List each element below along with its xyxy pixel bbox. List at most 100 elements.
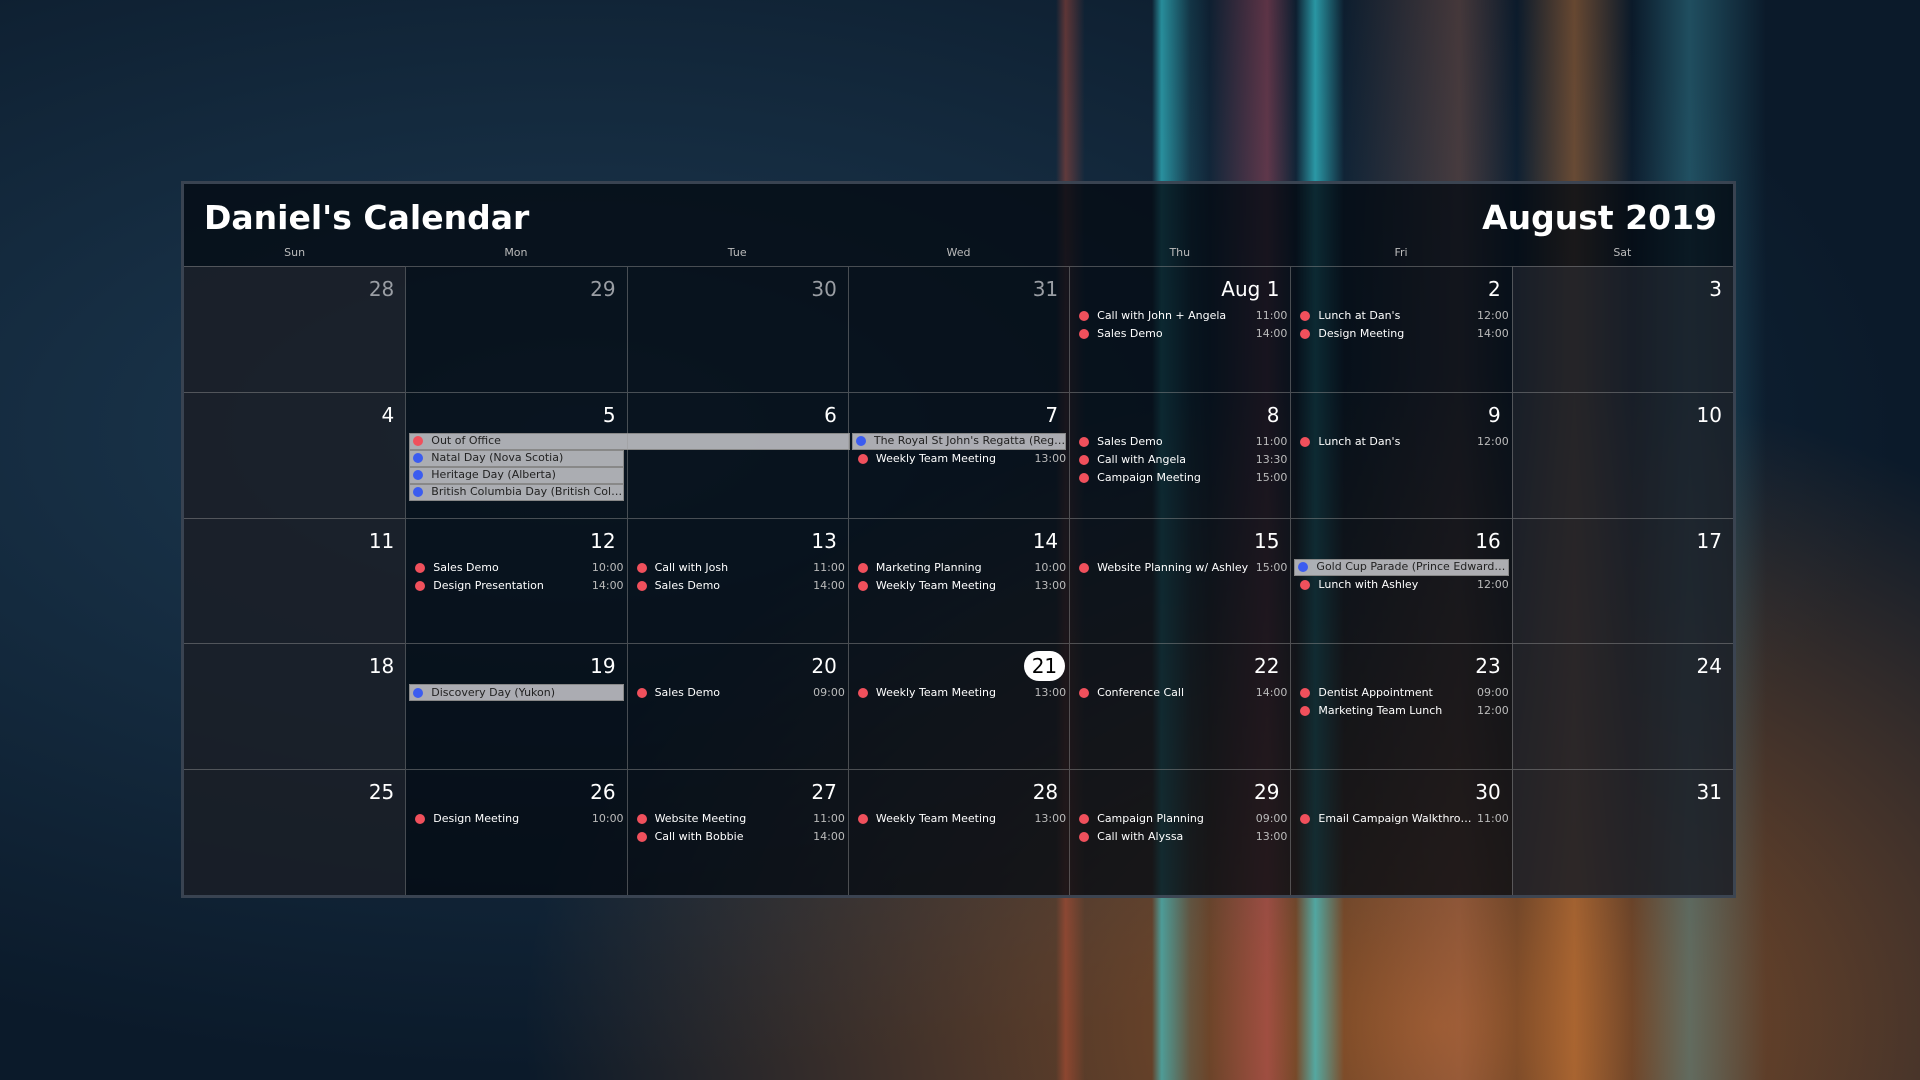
event[interactable]: Weekly Team Meeting 13:00 (852, 810, 1066, 828)
day-cell[interactable]: 17 (1511, 517, 1733, 644)
day-cell[interactable]: 3 (1511, 266, 1733, 392)
day-cell[interactable]: 28 (184, 266, 406, 392)
event-time: 14:00 (1477, 327, 1509, 340)
event-title: Design Meeting (433, 812, 520, 826)
event-dot (413, 453, 424, 464)
event[interactable]: Gold Cup Parade (Prince Edward Island) (1294, 558, 1509, 576)
event[interactable]: Call with Angela 13:30 (1073, 451, 1287, 469)
event[interactable]: Natal Day (Nova Scotia) (409, 449, 624, 467)
event[interactable]: Email Campaign Walkthrough 11:00 (1294, 810, 1509, 828)
event-dot (413, 436, 424, 447)
event[interactable]: Heritage Day (Alberta) (409, 466, 624, 484)
event-title: Heritage Day (Alberta) (431, 468, 556, 482)
day-cell[interactable]: 13 Call with Josh 11:00 Sales Demo 14:00 (626, 517, 848, 644)
event[interactable]: Weekly Team Meeting 13:00 (852, 684, 1066, 702)
event[interactable]: Weekly Team Meeting 13:00 (852, 577, 1066, 595)
event[interactable]: Call with Alyssa 13:00 (1073, 828, 1287, 846)
day-cell[interactable]: 26 Design Meeting 10:00 (405, 769, 627, 895)
day-cell[interactable]: 12 Sales Demo 10:00 Design Presentation 14:0… (405, 517, 627, 644)
event-dot (636, 580, 647, 591)
day-number: 18 (368, 654, 395, 679)
day-cell[interactable]: 22 Conference Call 14:00 (1069, 643, 1291, 770)
day-number: 4 (381, 402, 395, 427)
calendar-title: Daniel's Calendar (204, 198, 530, 237)
day-number: 30 (1475, 780, 1501, 805)
event[interactable]: Sales Demo 14:00 (631, 577, 845, 595)
day-cell[interactable]: 5 Out of Office Natal Day (Nova Scotia) Her… (405, 391, 850, 518)
day-number: 24 (1696, 654, 1722, 679)
event-dot (1079, 472, 1090, 483)
weekday-label: Mon (504, 246, 528, 259)
day-cell[interactable]: 23 Dentist Appointment 09:00 Marketing Team… (1290, 643, 1512, 770)
event-time: 13:00 (1034, 686, 1067, 700)
event[interactable]: Website Meeting 11:00 (631, 810, 845, 828)
day-cell[interactable]: 11 (184, 517, 406, 644)
event[interactable]: Campaign Meeting 15:00 (1073, 469, 1287, 487)
event[interactable]: Call with Bobbie 14:00 (631, 828, 845, 846)
event-time: 11:00 (813, 812, 845, 826)
event[interactable]: Marketing Team Lunch 12:00 (1294, 702, 1509, 720)
event[interactable]: Call with Josh 11:00 (631, 559, 845, 577)
weekday-label: Tue (727, 246, 747, 259)
day-cell[interactable]: 14 Marketing Planning 10:00 Weekly Team Mee… (847, 517, 1070, 644)
event-title: Call with Josh (654, 560, 729, 574)
event[interactable]: Lunch with Ashley 12:00 (1294, 576, 1509, 594)
day-cell[interactable]: 20 Sales Demo 09:00 (626, 643, 848, 770)
event-dot (1300, 688, 1311, 699)
event-time: 12:00 (1477, 434, 1509, 448)
day-cell[interactable]: 18 (184, 643, 406, 770)
event[interactable]: Sales Demo 09:00 (631, 684, 845, 702)
day-cell[interactable]: 21 Weekly Team Meeting 13:00 (847, 643, 1070, 770)
day-cell[interactable]: 31 (847, 266, 1070, 392)
day-cell[interactable]: 19 Discovery Day (Yukon) (405, 643, 627, 770)
day-cell[interactable]: 15 Website Planning w/ Ashley 15:00 (1069, 517, 1291, 644)
day-cell[interactable]: 31 (1511, 769, 1733, 895)
event[interactable]: Dentist Appointment 09:00 (1294, 684, 1509, 702)
day-cell[interactable]: 6 (626, 391, 848, 518)
event-dot (1300, 706, 1311, 717)
event[interactable]: Marketing Planning 10:00 (852, 559, 1066, 577)
event[interactable]: The Royal St John's Regatta (Regatta Day… (851, 432, 1067, 450)
event[interactable]: Design Meeting 10:00 (409, 810, 624, 828)
event-dot (636, 688, 647, 699)
day-cell[interactable]: 25 (184, 769, 406, 895)
event[interactable]: Call with John + Angela 11:00 (1073, 307, 1287, 325)
day-cell[interactable]: 4 (184, 391, 406, 518)
event-list: Email Campaign Walkthrough 11:00 (1294, 810, 1509, 828)
event-list: The Royal St John's Regatta (Regatta Day… (851, 432, 1067, 468)
day-cell[interactable]: 24 (1511, 643, 1733, 770)
event-dot (636, 832, 647, 843)
event[interactable]: Sales Demo 11:00 (1073, 433, 1287, 451)
weekday-row: Sun Mon Tue Wed Thu Fri Sat (184, 246, 1733, 259)
event[interactable]: Website Planning w/ Ashley 15:00 (1073, 559, 1287, 577)
event[interactable]: Campaign Planning 09:00 (1073, 810, 1287, 828)
event-dot (857, 814, 868, 825)
day-cell[interactable]: 16 Gold Cup Parade (Prince Edward Island)… (1290, 517, 1512, 644)
day-cell[interactable]: 8 Sales Demo 11:00 Call with Angela 13:30 Cam… (1069, 391, 1291, 518)
day-cell[interactable]: 29 Campaign Planning 09:00 Call with Alyssa… (1069, 769, 1291, 895)
event[interactable]: Design Presentation 14:00 (409, 577, 624, 595)
event[interactable]: Discovery Day (Yukon) (409, 684, 624, 702)
day-cell[interactable]: 7 The Royal St John's Regatta (Regatta Da… (847, 391, 1070, 518)
event[interactable]: Conference Call 14:00 (1073, 684, 1287, 702)
day-cell[interactable]: 30 (626, 266, 848, 392)
day-cell[interactable]: 30 Email Campaign Walkthrough 11:00 (1290, 769, 1512, 895)
day-cell[interactable]: 27 Website Meeting 11:00 Call with Bobbie 14… (626, 769, 848, 895)
event[interactable]: Weekly Team Meeting 13:00 (852, 450, 1066, 468)
event[interactable]: Lunch at Dan's 12:00 (1294, 433, 1509, 451)
event-time: 14:00 (813, 830, 845, 844)
event[interactable]: Out of Office (409, 432, 850, 450)
day-cell[interactable]: 2 Lunch at Dan's 12:00 Design Meeting 14:00 (1290, 266, 1512, 392)
event-title: Campaign Meeting (1097, 470, 1201, 484)
day-cell[interactable]: Aug 1 Call with John + Angela 11:00 Sales D… (1069, 266, 1291, 392)
day-cell[interactable]: 10 (1511, 391, 1733, 518)
event-list: Conference Call 14:00 (1073, 684, 1287, 702)
day-cell[interactable]: 9 Lunch at Dan's 12:00 (1290, 391, 1512, 518)
day-cell[interactable]: 28 Weekly Team Meeting 13:00 (847, 769, 1070, 895)
day-cell[interactable]: 29 (405, 266, 627, 392)
event[interactable]: British Columbia Day (British Columbia) (409, 483, 624, 501)
event[interactable]: Lunch at Dan's 12:00 (1294, 307, 1509, 325)
event[interactable]: Design Meeting 14:00 (1294, 325, 1509, 343)
event[interactable]: Sales Demo 14:00 (1073, 325, 1287, 343)
event[interactable]: Sales Demo 10:00 (409, 559, 624, 577)
